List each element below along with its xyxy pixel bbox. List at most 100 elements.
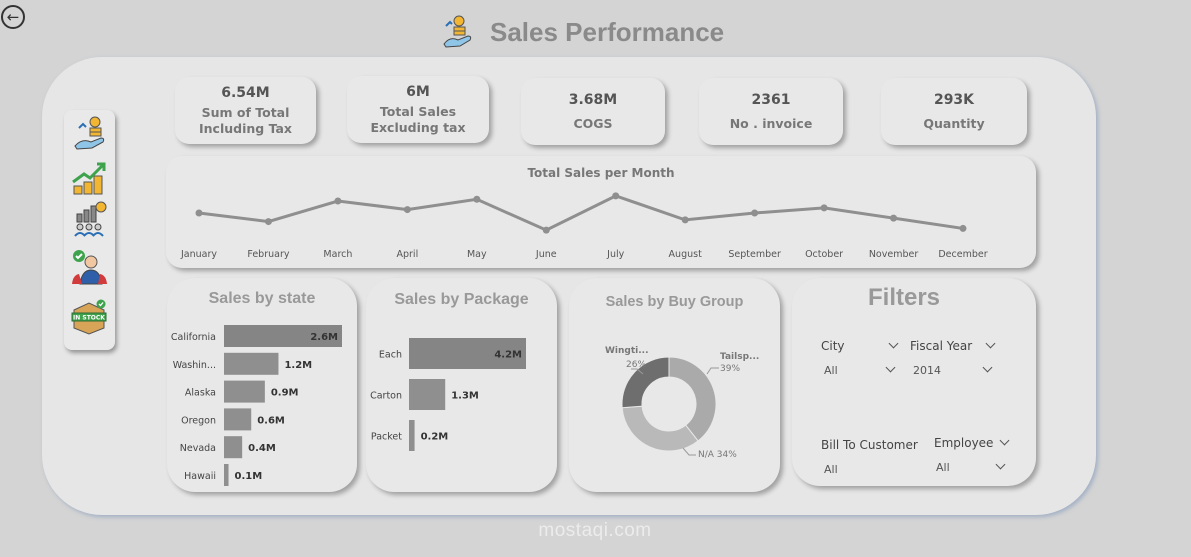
x-tick-label: October [805,249,843,260]
monthly-sales-line-chart[interactable]: January February March April May June July Augu… [166,156,1036,268]
data-label: 2.6M [310,332,338,343]
x-tick-label: April [397,249,419,260]
x-tick-label: February [247,249,289,260]
watermark: mostaqi.com [538,520,652,541]
x-tick-label: December [938,249,987,260]
line-point[interactable] [403,206,411,214]
chart-title: Sales by Package [394,291,529,308]
x-tick-label: May [467,249,487,260]
page-title: Sales Performance [490,16,725,47]
line-point[interactable] [751,209,759,217]
data-label: 0.4M [248,443,276,454]
bar[interactable] [224,436,243,459]
employee-icon[interactable] [70,248,109,286]
growth-icon[interactable] [70,160,109,198]
category-label: Each [379,350,402,361]
line-point[interactable] [959,224,967,232]
in-stock-icon[interactable]: IN STOCK [70,298,109,336]
category-label: Oregon [181,415,216,426]
slice-label: N/A 34% [698,450,737,460]
slice-pct: 39% [720,364,740,374]
sales-by-buy-group-card: Sales by Buy Group Tailsp... 39% Wingti...… [569,278,780,492]
category-label: Alaska [185,388,216,399]
city-slicer-value[interactable]: All [824,364,838,377]
filters-card: Filters City All Fiscal Year 2014 Bill T… [792,278,1036,486]
bar[interactable] [224,325,342,347]
sales-icon[interactable] [70,114,109,152]
line-point[interactable] [681,216,689,224]
bar[interactable] [224,408,252,431]
kpi-quantity: 293K Quantity [881,78,1027,145]
sales-hand-icon [443,15,472,48]
filters-title: Filters [867,284,941,311]
category-label: Nevada [180,443,216,454]
category-label: Packet [371,432,402,443]
data-label: 0.6M [257,415,285,426]
kpi-label-line1: Total Sales [379,103,457,119]
page-header: Sales Performance [440,14,724,50]
in-stock-label: IN STOCK [73,315,105,322]
kpi-total-including-tax: 6.54M Sum of Total Including Tax [175,77,316,144]
line-point[interactable] [195,209,203,217]
team-stats-icon[interactable] [70,200,109,238]
slice-pct: 26% [626,360,646,370]
bar[interactable] [409,420,415,451]
x-tick-label: January [180,249,217,260]
line-point[interactable] [890,214,898,222]
line-point[interactable] [473,195,481,203]
employee-slicer-value[interactable]: All [936,461,950,474]
kpi-label-line1: Sum of Total [201,104,290,120]
chart-title: Sales by state [208,290,316,307]
leader-line [706,367,719,375]
fiscal-year-dropdown-chevron-icon[interactable] [985,338,996,349]
x-tick-label: June [535,249,557,260]
city-dropdown-chevron-icon[interactable] [888,338,899,349]
kpi-label: No . invoice [729,115,813,131]
bar[interactable] [224,464,229,486]
kpi-value: 6.54M [221,84,270,101]
kpi-value: 2361 [751,91,791,108]
bar[interactable] [224,380,265,403]
bill-to-customer-slicer-label: Bill To Customer [821,438,918,452]
leader-line [631,368,644,375]
bar[interactable] [409,338,526,369]
back-arrow-icon[interactable]: ← [1,5,25,29]
monthly-sales-card: Total Sales per Month January February Mar… [166,156,1036,268]
bar[interactable] [409,379,446,410]
category-label: California [171,332,216,343]
employee-value-chevron-icon[interactable] [995,459,1006,470]
line-point[interactable] [264,218,272,226]
leader-line [682,447,696,456]
employee-dropdown-chevron-icon[interactable] [999,435,1010,446]
bill-to-customer-slicer-value[interactable]: All [824,463,838,476]
sales-trend-line [198,194,964,232]
donut-slice[interactable] [621,405,699,452]
x-tick-label: July [606,249,624,260]
kpi-label-line2: Including Tax [199,120,292,136]
line-point[interactable] [334,197,342,205]
x-tick-label: March [323,249,352,260]
category-label: Hawaii [184,471,216,482]
sales-by-package-bar-chart[interactable]: Each 4.2M Carton 1.3M Packet 0.2M [366,278,557,492]
kpi-cogs: 3.68M COGS [521,78,665,145]
data-label: 1.2M [284,360,312,371]
category-label: Washin... [173,360,216,371]
x-tick-label: August [669,249,703,260]
x-tick-label: September [728,249,781,260]
sales-by-buy-group-donut-chart[interactable]: Tailsp... 39% Wingti... 26% N/A 34% [569,278,780,492]
fiscal-year-value-chevron-icon[interactable] [982,362,993,373]
kpi-value: 3.68M [568,91,618,108]
bar[interactable] [224,352,279,375]
data-label: 4.2M [494,350,522,361]
line-point[interactable] [820,204,828,212]
line-point[interactable] [542,226,550,234]
donut-slice[interactable] [621,356,670,409]
sales-by-state-bar-chart[interactable]: California 2.6M Washin... 1.2M Alaska 0.9M Ore… [167,278,357,492]
donut-slice[interactable] [668,356,717,442]
city-value-chevron-icon[interactable] [885,362,896,373]
sales-by-state-card: Sales by state California 2.6M Washin... 1.… [167,278,357,492]
fiscal-year-slicer-value[interactable]: 2014 [913,364,941,377]
data-label: 0.1M [235,471,263,482]
kpi-invoice-count: 2361 No . invoice [699,78,843,145]
line-point[interactable] [612,192,620,200]
